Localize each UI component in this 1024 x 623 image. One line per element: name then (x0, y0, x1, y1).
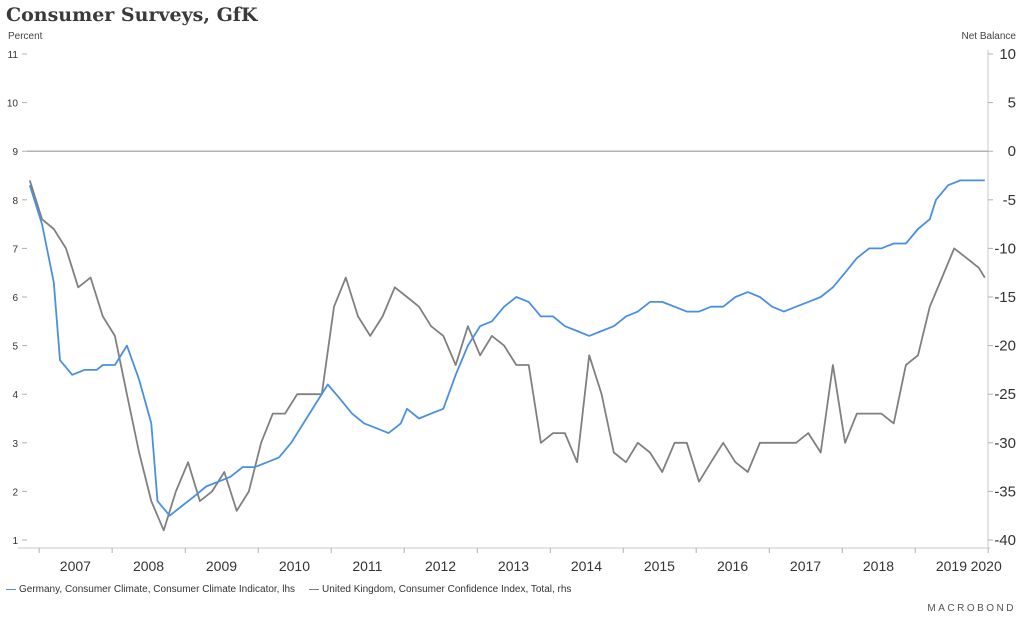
x-tick-label: 2007 (60, 558, 91, 574)
legend-swatch-uk (309, 589, 320, 590)
x-tick-label: 2013 (498, 558, 529, 574)
legend: Germany, Consumer Climate, Consumer Clim… (6, 584, 585, 595)
left-tick-label: 3 (12, 439, 18, 450)
left-tick-label: 5 (12, 342, 18, 353)
legend-item-uk: United Kingdom, Consumer Confidence Inde… (309, 584, 571, 595)
legend-label-uk: United Kingdom, Consumer Confidence Inde… (322, 584, 572, 595)
left-tick-label: 4 (12, 390, 18, 401)
left-tick-label: 8 (12, 196, 18, 207)
legend-item-germany: Germany, Consumer Climate, Consumer Clim… (6, 584, 295, 595)
right-tick-label: -10 (994, 240, 1016, 257)
left-tick-label: 1 (12, 536, 18, 547)
x-tick-label: 2020 (971, 558, 1002, 574)
right-tick-label: -25 (994, 386, 1016, 403)
x-tick-label: 2015 (644, 558, 675, 574)
left-tick-label: 11 (8, 50, 19, 61)
right-tick-label: -35 (994, 483, 1016, 500)
series-line-uk (28, 180, 986, 532)
right-tick-label: -5 (1003, 192, 1016, 209)
right-tick-label: 0 (1008, 143, 1016, 160)
right-tick-label: -30 (994, 435, 1016, 452)
right-tick-label: 5 (1008, 95, 1016, 112)
legend-swatch-germany (6, 589, 16, 590)
chart-title: Consumer Surveys, GfK (6, 4, 258, 26)
right-axis-unit: Net Balance (961, 31, 1016, 42)
left-tick-label: 2 (12, 487, 18, 498)
right-tick-label: -15 (994, 289, 1016, 306)
x-tick-label: 2009 (206, 558, 237, 574)
x-tick-label: 2014 (571, 558, 602, 574)
left-tick-label: 7 (12, 244, 18, 255)
right-tick-label: 10 (999, 46, 1016, 63)
x-tick-label: 2016 (717, 558, 748, 574)
x-tick-label: 2018 (863, 558, 894, 574)
left-tick-label: 6 (12, 293, 18, 304)
right-tick-label: -40 (994, 532, 1016, 549)
x-tick-label: 2010 (279, 558, 310, 574)
x-tick-label: 2011 (352, 558, 382, 574)
left-tick-label: 9 (12, 147, 18, 158)
right-tick-label: -20 (994, 338, 1016, 355)
left-axis-unit: Percent (8, 31, 43, 42)
x-tick-label: 2019 (936, 558, 967, 574)
legend-label-germany: Germany, Consumer Climate, Consumer Clim… (19, 584, 296, 595)
x-tick-label: 2017 (790, 558, 821, 574)
series-line-germany (28, 179, 985, 517)
x-tick-label: 2008 (133, 558, 164, 574)
brand-logo: MACROBOND (927, 603, 1016, 614)
x-tick-label: 2012 (425, 558, 456, 574)
left-tick-label: 10 (7, 99, 19, 110)
